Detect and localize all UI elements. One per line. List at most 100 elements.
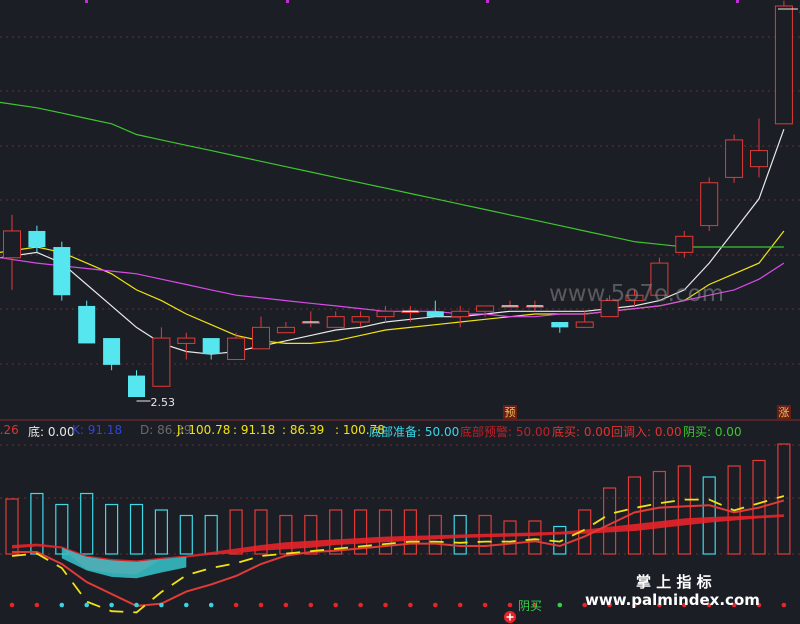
candle-body-1 <box>28 230 46 248</box>
candle-body-26 <box>650 262 669 296</box>
signal-dot-20 <box>507 602 513 608</box>
candle-body-29 <box>725 139 744 178</box>
hist-bar-15 <box>378 509 393 555</box>
marker-text-1: 涨 <box>778 406 789 419</box>
ma-line-2 <box>0 257 785 318</box>
candle-body-17 <box>426 311 444 317</box>
hist-bar-14 <box>354 509 368 555</box>
signal-dot-2 <box>59 602 65 608</box>
hist-bar-27 <box>677 465 691 555</box>
candle-body-25 <box>625 294 644 302</box>
candle-body-0 <box>3 230 21 259</box>
buy-label: 阴买 <box>518 599 542 613</box>
hist-bar-12 <box>304 514 318 555</box>
signal-dot-18 <box>457 602 463 608</box>
hist-bar-31 <box>777 443 791 555</box>
k-line <box>12 499 785 608</box>
signal-dot-31 <box>781 602 787 608</box>
candle-body-6 <box>152 337 171 387</box>
candle-body-9 <box>227 337 246 361</box>
signal-dot-15 <box>383 602 388 608</box>
hist-bar-20 <box>503 520 517 555</box>
hist-bar-22 <box>553 525 567 555</box>
signal-dot-30 <box>756 602 762 608</box>
signal-dot-10 <box>258 602 264 608</box>
candle-body-7 <box>177 337 196 344</box>
signal-dot-24 <box>607 602 612 608</box>
signal-dot-1 <box>34 602 40 608</box>
candle-body-31 <box>774 5 793 125</box>
hist-bar-4 <box>104 503 119 555</box>
signal-dot-23 <box>582 602 587 608</box>
candle-body-4 <box>103 338 121 365</box>
hist-bar-28 <box>702 476 716 555</box>
signal-dot-17 <box>433 602 438 608</box>
hist-bar-16 <box>403 509 417 555</box>
hist-bar-17 <box>428 514 442 555</box>
signal-dot-26 <box>657 602 662 608</box>
top-tick-3 <box>736 0 739 3</box>
candle-body-15 <box>376 310 395 318</box>
hist-bar-0 <box>5 498 19 555</box>
candle-body-3 <box>78 305 96 344</box>
signal-dot-8 <box>208 602 214 608</box>
signal-dot-9 <box>233 602 239 608</box>
indicator-label-8: 底部准备: 50.00 <box>369 425 460 439</box>
top-tick-0 <box>85 0 88 3</box>
signal-dot-21 <box>532 602 538 608</box>
candle-body-19 <box>476 305 495 312</box>
top-tick-2 <box>486 0 489 3</box>
indicator-label-1: 底: 0.00 <box>28 425 75 439</box>
candle-body-27 <box>675 235 694 253</box>
candle-body-13 <box>326 316 345 328</box>
hist-bar-5 <box>129 503 144 555</box>
hist-bar-6 <box>154 509 168 555</box>
indicator-label-5: : 91.18 <box>233 423 276 437</box>
signal-dot-6 <box>159 602 164 608</box>
candle-body-23 <box>575 321 594 328</box>
candle-body-24 <box>600 300 619 318</box>
main-watermark: www.5o7o.com <box>549 281 724 307</box>
top-tick-1 <box>286 0 289 3</box>
hist-bar-11 <box>279 514 293 555</box>
indicator-label-6: : 86.39 <box>282 423 325 437</box>
signal-dot-13 <box>333 602 339 608</box>
signal-dot-4 <box>109 602 114 608</box>
marker-box-0 <box>503 405 517 419</box>
signal-dot-0 <box>9 602 15 608</box>
signal-dot-3 <box>84 602 89 608</box>
hist-bar-30 <box>752 459 766 555</box>
indicator-label-10: 底买: 0.00 <box>552 425 611 439</box>
signal-dot-12 <box>308 602 314 608</box>
hist-bar-3 <box>80 492 94 555</box>
candle-body-18 <box>451 310 470 318</box>
hist-bar-13 <box>329 509 343 555</box>
indicator-label-9: 底部预警: 50.00 <box>460 425 551 439</box>
candle-body-14 <box>351 316 370 323</box>
candle-body-28 <box>700 182 719 227</box>
marker-text-0: 预 <box>505 406 516 419</box>
hist-bar-8 <box>204 514 218 555</box>
indicator-label-4: J: 100.78 <box>177 423 231 437</box>
high-price-label: 3.26 <box>799 3 800 16</box>
marker-box-1 <box>776 405 791 419</box>
signal-dot-25 <box>632 602 637 608</box>
signal-dot-16 <box>408 602 413 608</box>
candle-body-11 <box>276 326 295 334</box>
candle-body-5 <box>128 375 145 397</box>
hist-bar-10 <box>254 509 268 555</box>
indicator-label-7: : 100.78 <box>335 423 385 437</box>
signal-dot-22 <box>557 602 563 608</box>
candle-body-30 <box>750 150 768 168</box>
signal-dot-29 <box>731 602 737 608</box>
indicator-label-3: D: 86.39 <box>140 423 192 437</box>
indicator-label-11: 回调入: 0.00 <box>611 425 682 439</box>
indicator-label-12: 阴买: 0.00 <box>683 425 742 439</box>
hist-bar-7 <box>179 514 193 555</box>
ma-line-3 <box>0 101 784 248</box>
low-price-label: 2.53 <box>151 396 176 409</box>
signal-dot-5 <box>134 602 139 608</box>
hist-bar-26 <box>652 470 667 555</box>
